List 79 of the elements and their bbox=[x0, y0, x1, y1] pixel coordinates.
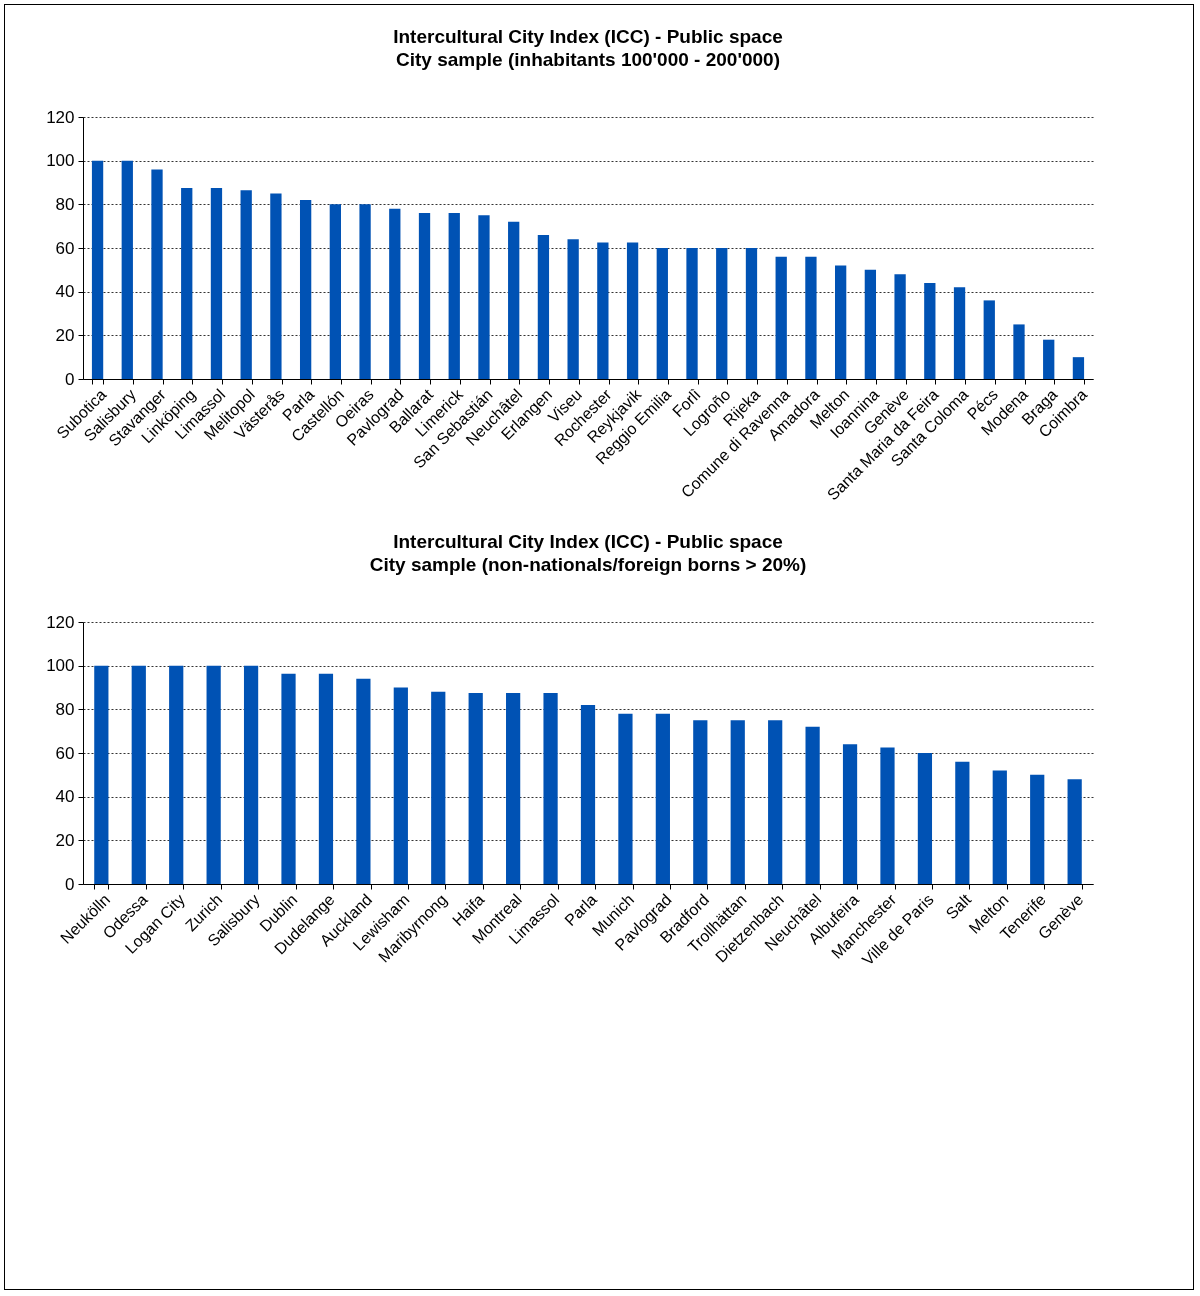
bar bbox=[359, 204, 371, 379]
bar bbox=[448, 213, 460, 379]
bar bbox=[693, 720, 708, 884]
bar bbox=[835, 265, 847, 379]
y-tick-label: 40 bbox=[55, 787, 75, 807]
bar bbox=[842, 744, 858, 884]
bar bbox=[1030, 774, 1045, 884]
bar bbox=[329, 204, 341, 379]
y-tick-label: 60 bbox=[55, 743, 75, 763]
bar bbox=[506, 692, 521, 884]
bar bbox=[508, 221, 520, 379]
bar bbox=[626, 242, 639, 379]
bar bbox=[169, 665, 184, 884]
bar bbox=[151, 169, 163, 379]
y-tick-label: 80 bbox=[55, 194, 75, 214]
chart-title: Intercultural City Index (ICC) - Public space bbox=[393, 531, 783, 552]
bar bbox=[131, 665, 146, 884]
bar bbox=[121, 160, 133, 379]
y-tick-label: 120 bbox=[46, 107, 75, 127]
bar bbox=[1067, 779, 1082, 884]
bar bbox=[983, 300, 995, 379]
bar bbox=[567, 239, 579, 379]
bar bbox=[543, 692, 558, 884]
bar bbox=[478, 215, 490, 379]
bar bbox=[953, 287, 966, 379]
bar bbox=[206, 665, 221, 884]
bar bbox=[1072, 357, 1085, 379]
bar bbox=[656, 248, 668, 379]
bar bbox=[418, 213, 431, 379]
bar bbox=[894, 274, 906, 379]
bar bbox=[318, 673, 334, 884]
bar bbox=[91, 160, 104, 379]
bar bbox=[1013, 324, 1025, 379]
bar bbox=[356, 678, 371, 884]
y-tick-label: 100 bbox=[46, 656, 75, 676]
bar bbox=[745, 248, 758, 379]
bar bbox=[431, 691, 446, 884]
y-tick-label: 40 bbox=[55, 282, 75, 302]
bar bbox=[992, 770, 1007, 884]
bar bbox=[270, 193, 282, 379]
bar bbox=[393, 687, 408, 884]
bar bbox=[805, 256, 817, 379]
y-tick-label: 20 bbox=[55, 830, 75, 850]
bar bbox=[597, 242, 609, 379]
bar bbox=[775, 256, 787, 379]
bar bbox=[805, 726, 820, 884]
bar bbox=[210, 187, 223, 379]
bar bbox=[880, 747, 895, 884]
bar bbox=[281, 673, 296, 884]
bar bbox=[686, 248, 698, 379]
bar bbox=[716, 248, 728, 379]
y-tick-label: 0 bbox=[65, 369, 75, 389]
bar bbox=[924, 282, 936, 379]
bar bbox=[1043, 339, 1055, 379]
bar bbox=[299, 199, 312, 379]
chart-subtitle: City sample (inhabitants 100'000 - 200'000) bbox=[396, 49, 780, 70]
bar bbox=[389, 208, 401, 379]
bar bbox=[618, 713, 633, 884]
y-tick-label: 80 bbox=[55, 699, 75, 719]
y-tick-label: 60 bbox=[55, 238, 75, 258]
bar bbox=[730, 720, 745, 884]
chart-subtitle: City sample (non-nationals/foreign borns > 20%) bbox=[369, 554, 807, 575]
bar bbox=[94, 665, 109, 884]
bar bbox=[468, 692, 483, 884]
bar bbox=[580, 704, 596, 884]
bar bbox=[537, 234, 550, 379]
bar bbox=[181, 187, 193, 379]
y-tick-label: 100 bbox=[46, 151, 75, 171]
bar bbox=[243, 665, 259, 884]
y-tick-label: 20 bbox=[55, 325, 75, 345]
bar bbox=[917, 753, 933, 884]
bar bbox=[240, 190, 252, 379]
bar bbox=[768, 720, 783, 884]
chart-title: Intercultural City Index (ICC) - Public space bbox=[393, 26, 783, 47]
bar bbox=[955, 761, 970, 884]
y-tick-label: 120 bbox=[46, 612, 75, 632]
bar bbox=[864, 269, 877, 379]
y-tick-label: 0 bbox=[65, 874, 75, 894]
bar bbox=[655, 713, 670, 884]
